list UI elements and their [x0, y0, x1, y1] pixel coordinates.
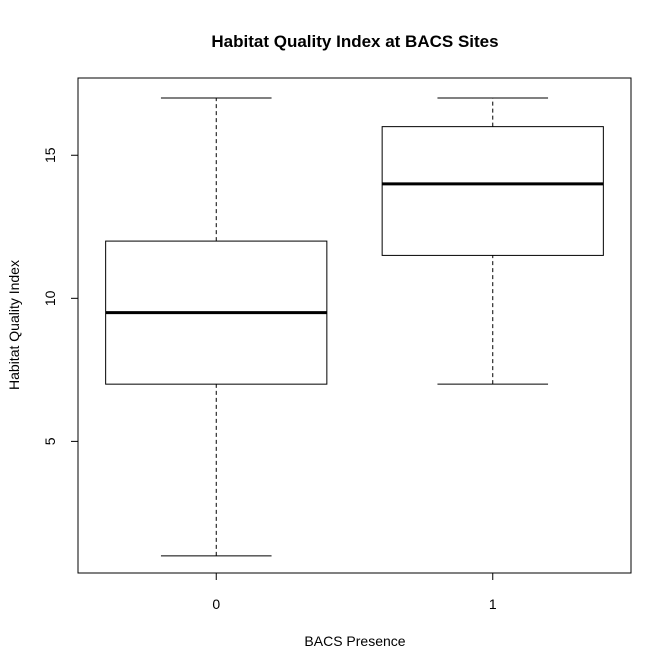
box-group-0 — [105, 97, 328, 557]
x-tick-label: 1 — [489, 596, 497, 612]
chart-title: Habitat Quality Index at BACS Sites — [211, 32, 498, 51]
y-tick-label: 15 — [42, 147, 58, 163]
boxes-group — [105, 97, 604, 557]
y-axis: 5 10 15 — [42, 147, 79, 445]
y-tick-label: 5 — [42, 437, 58, 445]
y-axis-label: Habitat Quality Index — [6, 260, 22, 390]
y-tick-label: 10 — [42, 290, 58, 306]
x-axis-label: BACS Presence — [304, 633, 405, 649]
box-iqr — [381, 126, 604, 256]
x-tick-label: 0 — [212, 596, 220, 612]
box-group-1 — [381, 97, 604, 385]
